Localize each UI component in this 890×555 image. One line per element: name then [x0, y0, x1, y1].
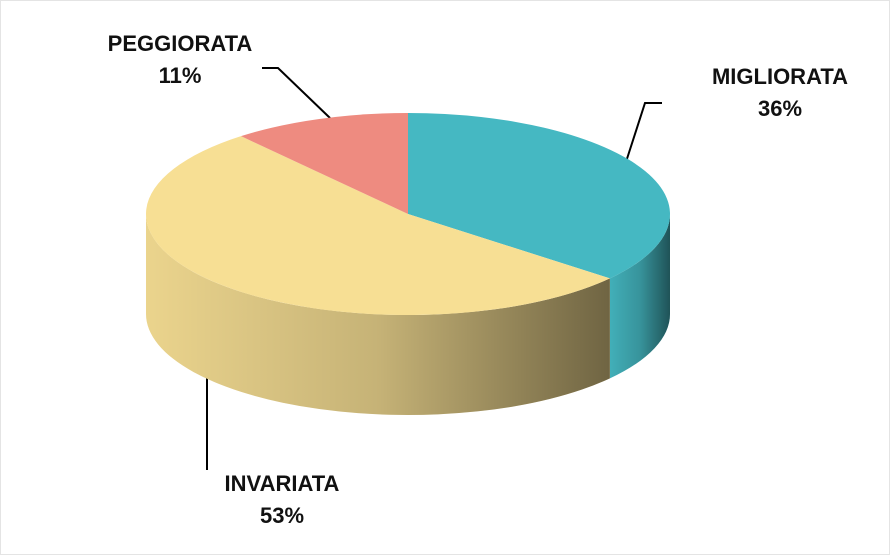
slice	[240, 113, 408, 214]
slice	[408, 113, 670, 279]
pie-tops	[145, 113, 670, 315]
value-label: 11%	[159, 63, 202, 88]
slice-side-shade	[146, 214, 610, 415]
leader-line	[624, 102, 662, 166]
labels: MIGLIORATA 36% INVARIATA 53% PEGGIORATA 11%	[108, 31, 848, 528]
value-label: 53%	[260, 503, 304, 528]
category-label: INVARIATA	[225, 471, 340, 496]
value-label: 36%	[758, 96, 802, 121]
pie-sides	[146, 214, 670, 415]
slice	[145, 136, 610, 315]
leader-line	[262, 67, 331, 119]
slice-side-shade	[609, 214, 670, 379]
category-label: PEGGIORATA	[108, 31, 253, 56]
category-label: MIGLIORATA	[712, 64, 848, 89]
